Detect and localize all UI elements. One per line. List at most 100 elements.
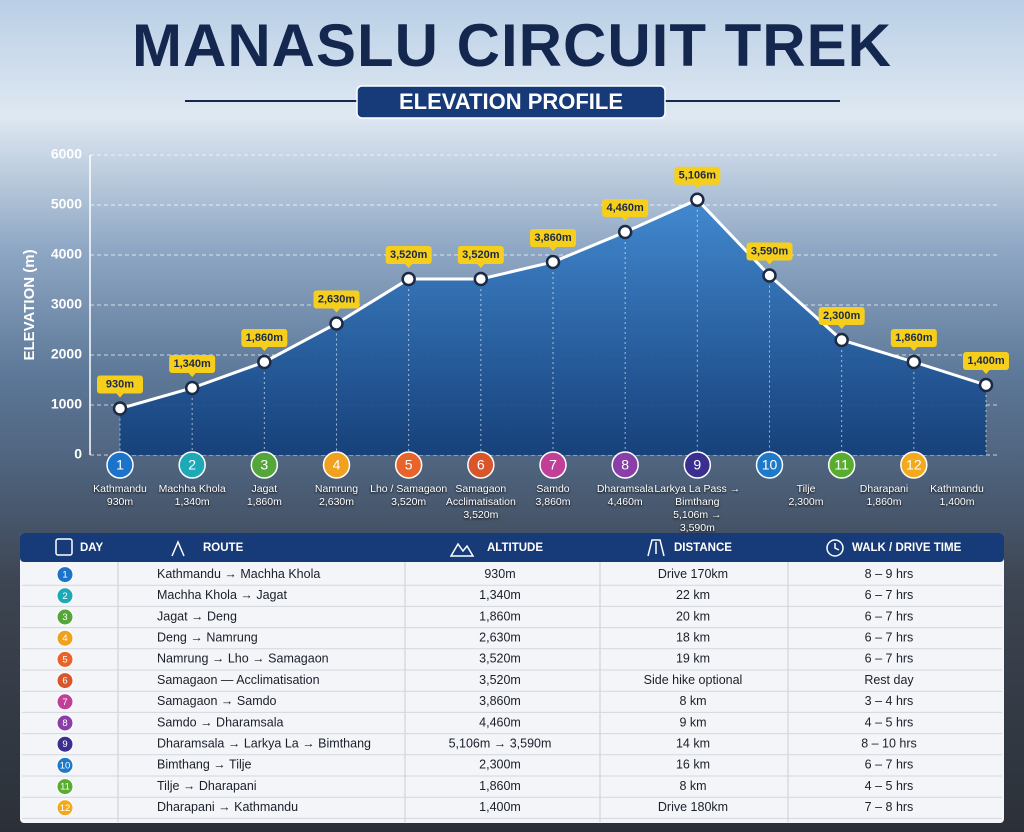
point <box>184 380 200 396</box>
value-label: 1,860m <box>895 332 933 344</box>
day-badge <box>755 451 784 479</box>
column-header: WALK / DRIVE TIME <box>852 542 962 554</box>
value-label-bg <box>890 329 937 347</box>
distance: 22 km <box>676 588 710 602</box>
day-badge <box>56 714 74 732</box>
category-altitude: 5,106m → 3,590m <box>673 509 722 534</box>
value-label-pointer <box>332 308 341 313</box>
day-badge <box>56 650 74 668</box>
value-label: 3,520m <box>462 249 500 261</box>
distance: 20 km <box>676 609 710 623</box>
day-badge <box>683 451 712 479</box>
value-label: 2,300m <box>823 310 861 322</box>
category-altitude: 2,300m <box>788 496 824 508</box>
value-label-pointer <box>765 260 774 265</box>
category-caption: Lho / Samagaon 3,520m <box>366 483 452 509</box>
icon <box>647 539 665 557</box>
day-badge <box>467 451 495 479</box>
category-caption: Samdo 3,860m <box>510 483 596 509</box>
time: 4 – 5 hrs <box>865 715 914 729</box>
day-number: 7 <box>62 697 67 708</box>
value-label-pointer <box>621 216 630 221</box>
category-caption: Kathmandu 1,400m <box>914 483 1000 509</box>
value-label-bg <box>385 246 432 264</box>
day-badge-label: 8 <box>621 457 629 473</box>
value-label: 3,520m <box>390 249 428 261</box>
route: Samdo → Dharamsala <box>157 715 283 729</box>
day-number: 1 <box>62 570 67 581</box>
category-caption: Dharapani 1,860m <box>841 483 927 509</box>
y-tick-label: 2000 <box>51 346 82 362</box>
distance: 8 km <box>679 694 706 708</box>
y-tick-label: 5000 <box>51 196 82 212</box>
point <box>473 271 489 287</box>
value-label-bg <box>530 229 576 247</box>
category-altitude: 1,400m <box>939 496 975 508</box>
value-label-bg <box>963 352 1009 370</box>
day-badge <box>56 799 74 817</box>
route: Bimthang → Tilje <box>157 758 252 772</box>
value-label-pointer <box>909 346 918 351</box>
distance: 16 km <box>676 758 710 772</box>
value-label-pointer <box>188 372 197 377</box>
day-badge-label: 12 <box>906 457 922 473</box>
point <box>257 354 272 370</box>
distance: 18 km <box>676 630 710 644</box>
day-number: 10 <box>60 760 71 771</box>
subtitle-box <box>356 85 666 119</box>
route: Kathmandu → Machha Khola <box>157 567 320 581</box>
chart-title: MANASLU CIRCUIT TREK <box>132 12 892 79</box>
icon <box>55 538 73 556</box>
day-badge <box>539 451 567 479</box>
point <box>906 354 922 370</box>
category-altitude: 3,520m <box>463 509 499 521</box>
day-badge-label: 3 <box>260 457 268 473</box>
value-label-pointer <box>982 369 990 374</box>
route: Deng → Namrung <box>157 630 258 644</box>
point <box>545 254 561 270</box>
category-name: Machha Khola <box>158 483 226 495</box>
route: Samagaon — Acclimatisation <box>157 673 320 687</box>
day-badge <box>394 451 423 479</box>
altitude: 3,860m <box>479 694 521 708</box>
altitude: 4,460m <box>479 715 521 729</box>
day-number: 2 <box>62 591 67 602</box>
altitude: 3,520m <box>479 673 521 687</box>
time: 8 – 9 hrs <box>865 567 914 581</box>
value-label: 2,630m <box>318 293 356 305</box>
value-label: 930m <box>106 378 134 390</box>
category-name: Kathmandu <box>93 483 147 495</box>
value-label-bg <box>457 246 504 264</box>
value-label: 4,460m <box>607 202 645 214</box>
point <box>401 271 416 287</box>
route: Samagaon → Samdo <box>157 694 277 708</box>
category-altitude: 1,860m <box>246 496 282 508</box>
day-badge <box>178 451 206 479</box>
table-header <box>20 533 1004 562</box>
value-label-bg <box>241 329 288 347</box>
column-header: DAY <box>80 542 104 554</box>
day-number: 5 <box>62 654 67 665</box>
category-name: Samagaon Acclimatisation <box>445 483 516 508</box>
day-badge <box>56 566 74 584</box>
value-label: 5,106m <box>679 170 717 182</box>
category-name: Samdo <box>536 483 570 495</box>
day-badge <box>250 451 279 479</box>
icon <box>834 543 840 551</box>
route: Machha Khola → Jagat <box>157 588 287 602</box>
y-tick-label: 3000 <box>51 296 82 312</box>
point <box>617 224 633 240</box>
day-number: 11 <box>60 782 70 793</box>
day-badge-label: 4 <box>333 457 341 473</box>
time: 3 – 4 hrs <box>865 694 914 708</box>
day-number: 6 <box>62 676 67 687</box>
y-tick-label: 1000 <box>51 396 82 412</box>
category-caption: Dharamsala 4,460m <box>582 483 668 509</box>
altitude: 3,520m <box>479 652 521 666</box>
day-badge <box>106 451 134 479</box>
day-number: 9 <box>62 739 67 750</box>
altitude: 2,630m <box>479 630 521 644</box>
point <box>329 316 344 331</box>
column-header: ROUTE <box>203 542 244 554</box>
